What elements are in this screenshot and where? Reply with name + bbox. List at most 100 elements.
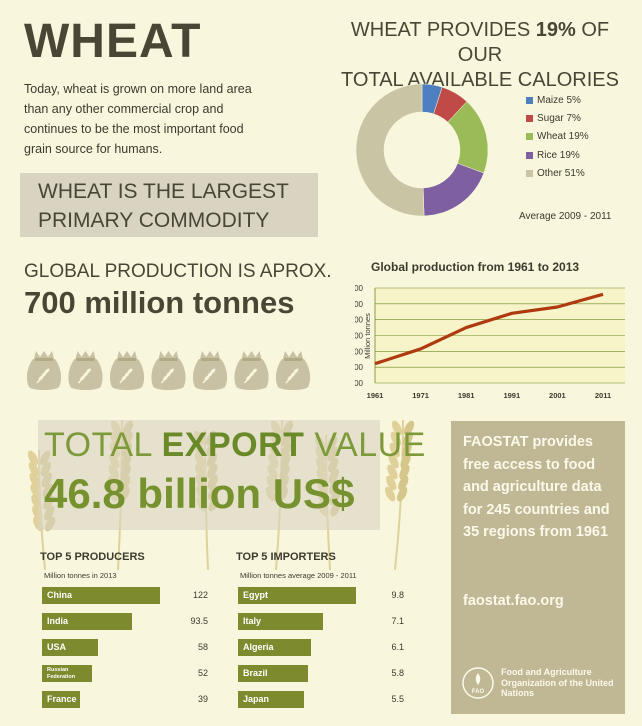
y-tick-label: 100 bbox=[355, 379, 364, 388]
bar-row: USA 58 bbox=[42, 639, 212, 656]
grain-sacks bbox=[26, 351, 311, 390]
bar: Brazil bbox=[238, 665, 308, 682]
table-subtitle: Million tonnes in 2013 bbox=[44, 571, 117, 580]
x-tick-label: 2011 bbox=[595, 391, 611, 400]
bar-row: Brazil 5.8 bbox=[238, 665, 408, 682]
legend-item: Sugar 7% bbox=[526, 109, 589, 127]
legend-swatch bbox=[526, 151, 533, 159]
calories-title-post: OF OUR bbox=[457, 19, 610, 66]
bar: France bbox=[42, 691, 80, 708]
bar: India bbox=[42, 613, 133, 630]
bar: Algeria bbox=[238, 639, 312, 656]
bar-row: Algeria 6.1 bbox=[238, 639, 408, 656]
fao-logo-text: FAO bbox=[472, 689, 485, 695]
bar-row: Russian Federation 52 bbox=[42, 665, 212, 682]
page-title: WHEAT bbox=[24, 15, 202, 68]
legend-label: Other 51% bbox=[537, 167, 585, 179]
bar-value-label: 93.5 bbox=[190, 616, 208, 626]
fao-logo: FAO bbox=[462, 667, 494, 699]
faostat-panel: FAOSTAT provides free access to food and… bbox=[451, 421, 625, 714]
bar-row: Italy 7.1 bbox=[238, 613, 408, 630]
export-title-post: VALUE bbox=[304, 426, 426, 464]
largest-line-1: WHEAT IS THE LARGEST bbox=[38, 180, 289, 203]
legend-swatch bbox=[526, 133, 533, 141]
faostat-link[interactable]: faostat.fao.org bbox=[463, 593, 564, 609]
bar: Egypt bbox=[238, 587, 356, 604]
export-title: TOTAL EXPORT VALUE bbox=[44, 426, 426, 465]
legend-label: Sugar 7% bbox=[537, 112, 581, 124]
grain-sack-icon bbox=[275, 351, 311, 390]
donut-slice-rice bbox=[422, 162, 485, 217]
bar: Russian Federation bbox=[42, 665, 93, 682]
legend-swatch bbox=[526, 169, 533, 177]
y-tick-label: 500 bbox=[355, 316, 364, 325]
x-tick-label: 1981 bbox=[458, 391, 475, 400]
bar-value-label: 9.8 bbox=[391, 590, 404, 600]
production-series-line bbox=[374, 292, 604, 366]
legend-label: Maize 5% bbox=[537, 94, 581, 106]
grain-sack-icon bbox=[68, 351, 103, 390]
table-title: TOP 5 IMPORTERS bbox=[236, 551, 336, 563]
calories-title-pre: WHEAT PROVIDES bbox=[350, 19, 536, 41]
bar: USA bbox=[42, 639, 99, 656]
y-tick-label: 700 bbox=[355, 284, 364, 293]
grain-sack-icon bbox=[109, 351, 145, 390]
y-axis-label: Million tonnes bbox=[363, 313, 372, 359]
bar-value-label: 6.1 bbox=[391, 642, 404, 652]
bar: Italy bbox=[238, 613, 324, 630]
bar-value-label: 52 bbox=[197, 668, 208, 678]
bar-value-label: 5.5 bbox=[391, 694, 404, 704]
legend-item: Other 51% bbox=[526, 164, 589, 182]
legend-label: Rice 19% bbox=[537, 149, 580, 161]
line-chart-title: Global production from 1961 to 2013 bbox=[371, 260, 580, 274]
x-tick-label: 1991 bbox=[503, 391, 520, 400]
intro-text: Today, wheat is grown on more land area … bbox=[24, 82, 252, 156]
grain-sack-icon bbox=[234, 351, 269, 390]
largest-commodity-banner: WHEAT IS THE LARGEST PRIMARY COMMODITY bbox=[20, 173, 318, 237]
bar-value-label: 39 bbox=[197, 694, 208, 704]
importers-table: TOP 5 IMPORTERS Million tonnes average 20… bbox=[236, 551, 411, 716]
bar-value-label: 7.1 bbox=[391, 616, 404, 626]
production-label: GLOBAL PRODUCTION IS APROX. bbox=[24, 261, 332, 282]
grain-sack-icon bbox=[192, 351, 228, 390]
bar-row: Japan 5.5 bbox=[238, 691, 408, 708]
legend-item: Rice 19% bbox=[526, 146, 589, 164]
y-tick-label: 400 bbox=[355, 332, 364, 341]
grain-sack-icon bbox=[151, 351, 186, 390]
export-value: 46.8 billion US$ bbox=[44, 470, 355, 517]
bar-value-label: 122 bbox=[192, 590, 208, 600]
grain-sack-icon bbox=[26, 351, 62, 390]
export-title-pre: TOTAL bbox=[44, 426, 162, 464]
legend-swatch bbox=[526, 114, 533, 122]
legend-item: Maize 5% bbox=[526, 91, 589, 109]
calories-note: Average 2009 - 2011 bbox=[519, 211, 612, 222]
production-value: 700 million tonnes bbox=[24, 285, 295, 320]
table-title: TOP 5 PRODUCERS bbox=[40, 551, 145, 563]
fao-org-name: Food and Agriculture Organization of the… bbox=[501, 667, 614, 698]
x-tick-label: 2001 bbox=[549, 391, 566, 400]
legend-swatch bbox=[526, 96, 533, 104]
x-tick-label: 1971 bbox=[412, 391, 429, 400]
producers-table: TOP 5 PRODUCERS Million tonnes in 2013 Chi… bbox=[40, 551, 215, 716]
calories-donut-chart bbox=[355, 83, 489, 217]
bar-row: France 39 bbox=[42, 691, 212, 708]
export-title-bold: EXPORT bbox=[161, 426, 305, 464]
table-subtitle: Million tonnes average 2009 - 2011 bbox=[240, 571, 357, 580]
wheat-stalk bbox=[384, 419, 415, 570]
bar: China bbox=[42, 587, 160, 604]
bar: Japan bbox=[238, 691, 305, 708]
x-tick-label: 1961 bbox=[367, 391, 384, 400]
bar-value-label: 5.8 bbox=[391, 668, 404, 678]
calories-title-bold: 19% bbox=[535, 19, 576, 41]
y-tick-label: 200 bbox=[355, 363, 364, 372]
export-panel bbox=[38, 420, 380, 530]
legend-label: Wheat 19% bbox=[537, 131, 589, 143]
y-tick-label: 300 bbox=[355, 347, 364, 356]
bar-value-label: 58 bbox=[197, 642, 208, 652]
bar-row: Egypt 9.8 bbox=[238, 587, 408, 604]
bar-row: India 93.5 bbox=[42, 613, 212, 630]
bar-row: China 122 bbox=[42, 587, 212, 604]
largest-line-2: PRIMARY COMMODITY bbox=[38, 209, 270, 232]
production-line-chart: 100 200 300 400 500 600 700 1961 1971 1981 1991 200… bbox=[355, 284, 625, 400]
donut-slice-other bbox=[355, 83, 425, 217]
